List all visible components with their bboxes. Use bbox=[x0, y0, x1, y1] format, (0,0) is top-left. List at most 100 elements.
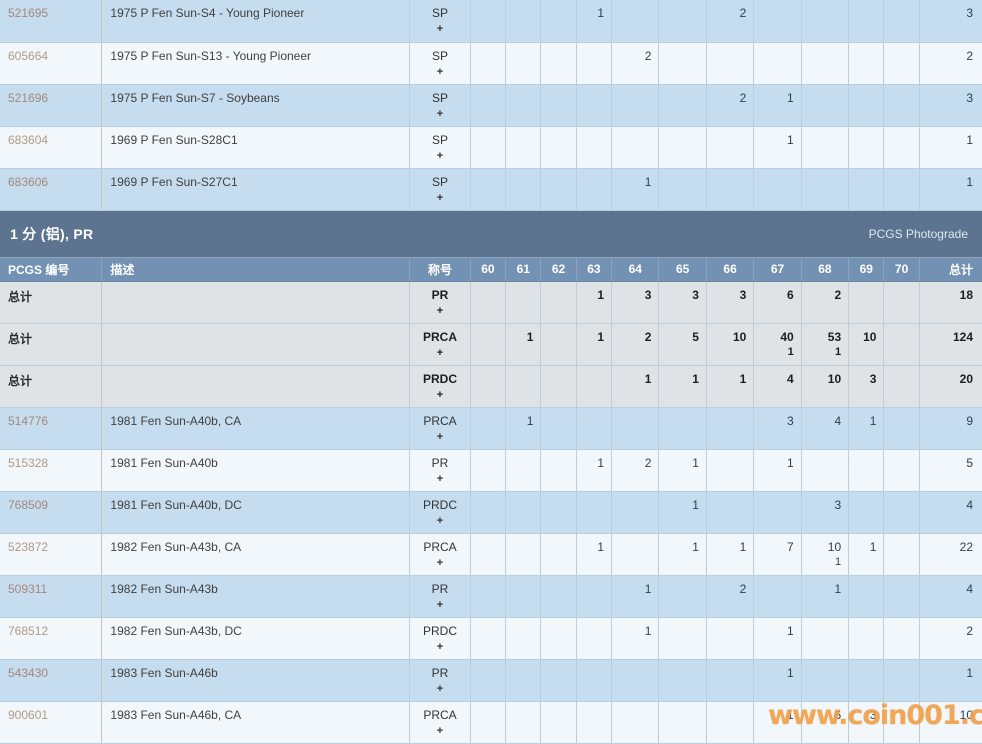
header-grade-70[interactable]: 70 bbox=[883, 257, 920, 282]
grade-67 bbox=[753, 0, 802, 43]
pcgs-number-link[interactable]: 543430 bbox=[0, 659, 103, 702]
pcgs-number-link[interactable]: 768509 bbox=[0, 491, 103, 534]
pcgs-number-link[interactable]: 509311 bbox=[0, 575, 103, 618]
grade-64 bbox=[611, 126, 660, 169]
pcgs-number-link[interactable]: 683604 bbox=[0, 126, 103, 169]
header-designation[interactable]: 称号 bbox=[409, 257, 471, 282]
table-row[interactable]: 523872 1982 Fen Sun-A43b, CA PRCA + 1 1 1… bbox=[0, 533, 982, 576]
header-pcgs-number[interactable]: PCGS 编号 bbox=[0, 257, 103, 282]
section-header-bar: 1 分 (铝), PR PCGS Photograde bbox=[0, 209, 982, 258]
grade-70 bbox=[883, 42, 920, 85]
grade-64: 2 bbox=[611, 449, 660, 492]
coin-description: 1983 Fen Sun-A46b bbox=[101, 659, 411, 702]
grade-69: 3 bbox=[848, 365, 885, 408]
grade-60 bbox=[470, 533, 507, 576]
grade-66 bbox=[706, 42, 755, 85]
grade-63 bbox=[576, 42, 613, 85]
grade-65 bbox=[658, 84, 707, 127]
grade-62 bbox=[540, 42, 577, 85]
pcgs-number-link[interactable]: 514776 bbox=[0, 407, 103, 450]
grade-61 bbox=[505, 533, 542, 576]
pcgs-number-link[interactable]: 521695 bbox=[0, 0, 103, 43]
section-title: 1 分 (铝), PR bbox=[10, 225, 94, 242]
pcgs-number-link[interactable]: 521696 bbox=[0, 84, 103, 127]
grade-60 bbox=[470, 365, 507, 408]
grade-68: 10 bbox=[801, 365, 850, 408]
pcgs-number-link[interactable]: 515328 bbox=[0, 449, 103, 492]
row-total: 2 bbox=[919, 42, 982, 85]
photograde-label[interactable]: PCGS Photograde bbox=[868, 226, 968, 241]
table-row[interactable]: 509311 1982 Fen Sun-A43b PR + 1 2 1 4 bbox=[0, 575, 982, 618]
totals-description bbox=[101, 281, 411, 324]
table-row[interactable]: 768512 1982 Fen Sun-A43b, DC PRDC + 1 1 2 bbox=[0, 617, 982, 660]
grade-66 bbox=[706, 126, 755, 169]
grade-62 bbox=[540, 575, 577, 618]
header-grade-64[interactable]: 64 bbox=[611, 257, 660, 282]
row-total: 1 bbox=[919, 126, 982, 169]
header-grade-61[interactable]: 61 bbox=[505, 257, 542, 282]
table-row[interactable]: 683604 1969 P Fen Sun-S28C1 SP + 1 1 bbox=[0, 126, 982, 169]
pcgs-number-link[interactable]: 605664 bbox=[0, 42, 103, 85]
header-description[interactable]: 描述 bbox=[101, 257, 411, 282]
grade-68 bbox=[801, 168, 850, 211]
plus-grade-marker: + bbox=[436, 430, 444, 443]
table-row[interactable]: 768509 1981 Fen Sun-A40b, DC PRDC + 1 3 4 bbox=[0, 491, 982, 534]
header-total[interactable]: 总计 bbox=[919, 257, 982, 282]
grade-69 bbox=[848, 42, 885, 85]
pcgs-number-link[interactable]: 768512 bbox=[0, 617, 103, 660]
grade-61 bbox=[505, 617, 542, 660]
grade-67: 4 bbox=[753, 365, 802, 408]
row-total: 18 bbox=[919, 281, 982, 324]
plus-grade-marker: + bbox=[436, 304, 444, 317]
grade-66 bbox=[706, 617, 755, 660]
table-row[interactable]: 900601 1983 Fen Sun-A46b, CA PRCA + 1 6 3… bbox=[0, 701, 982, 744]
table-row[interactable]: 521696 1975 P Fen Sun-S7 - Soybeans SP + … bbox=[0, 84, 982, 127]
table-row[interactable]: 515328 1981 Fen Sun-A40b PR + 1 2 1 1 5 bbox=[0, 449, 982, 492]
grade-67: 1 bbox=[753, 449, 802, 492]
pcgs-number-link[interactable]: 900601 bbox=[0, 701, 103, 744]
plus-grade-marker: + bbox=[436, 149, 444, 162]
grade-65: 5 bbox=[658, 323, 707, 366]
grade-66: 1 bbox=[706, 365, 755, 408]
section-header-cell: 1 分 (铝), PR PCGS Photograde bbox=[0, 209, 982, 258]
grade-61 bbox=[505, 491, 542, 534]
totals-row: 总计 PRDC + 1 1 1 4 10 3 20 bbox=[0, 365, 982, 408]
header-grade-63[interactable]: 63 bbox=[576, 257, 613, 282]
grade-70 bbox=[883, 281, 920, 324]
grade-61: 1 bbox=[505, 323, 542, 366]
grade-64: 1 bbox=[611, 168, 660, 211]
coin-description: 1975 P Fen Sun-S7 - Soybeans bbox=[101, 84, 411, 127]
header-grade-66[interactable]: 66 bbox=[706, 257, 755, 282]
grade-67: 3 bbox=[753, 407, 802, 450]
header-grade-60[interactable]: 60 bbox=[470, 257, 507, 282]
designation-cell: SP + bbox=[409, 126, 471, 169]
row-total: 4 bbox=[919, 491, 982, 534]
pcgs-number-link[interactable]: 523872 bbox=[0, 533, 103, 576]
table-row[interactable]: 543430 1983 Fen Sun-A46b PR + 1 1 bbox=[0, 659, 982, 702]
totals-label: 总计 bbox=[0, 323, 103, 366]
table-row[interactable]: 605664 1975 P Fen Sun-S13 - Young Pionee… bbox=[0, 42, 982, 85]
table-row[interactable]: 521695 1975 P Fen Sun-S4 - Young Pioneer… bbox=[0, 0, 982, 43]
plus-grade-marker: + bbox=[436, 598, 444, 611]
grade-70 bbox=[883, 168, 920, 211]
grade-62 bbox=[540, 84, 577, 127]
table-row[interactable]: 683606 1969 P Fen Sun-S27C1 SP + 1 1 bbox=[0, 168, 982, 211]
pcgs-number-link[interactable]: 683606 bbox=[0, 168, 103, 211]
table-row[interactable]: 514776 1981 Fen Sun-A40b, CA PRCA + 1 3 4… bbox=[0, 407, 982, 450]
header-grade-62[interactable]: 62 bbox=[540, 257, 577, 282]
plus-grade-marker: + bbox=[436, 191, 444, 204]
row-total: 4 bbox=[919, 575, 982, 618]
header-grade-69[interactable]: 69 bbox=[848, 257, 885, 282]
header-grade-67[interactable]: 67 bbox=[753, 257, 802, 282]
grade-63 bbox=[576, 491, 613, 534]
grade-69 bbox=[848, 659, 885, 702]
grade-68: 6 bbox=[801, 701, 850, 744]
designation-cell: SP + bbox=[409, 168, 471, 211]
grade-69 bbox=[848, 126, 885, 169]
grade-65 bbox=[658, 659, 707, 702]
header-grade-68[interactable]: 68 bbox=[801, 257, 850, 282]
header-grade-65[interactable]: 65 bbox=[658, 257, 707, 282]
grade-61: 1 bbox=[505, 407, 542, 450]
grade-69: 3 bbox=[848, 701, 885, 744]
designation-cell: SP + bbox=[409, 42, 471, 85]
